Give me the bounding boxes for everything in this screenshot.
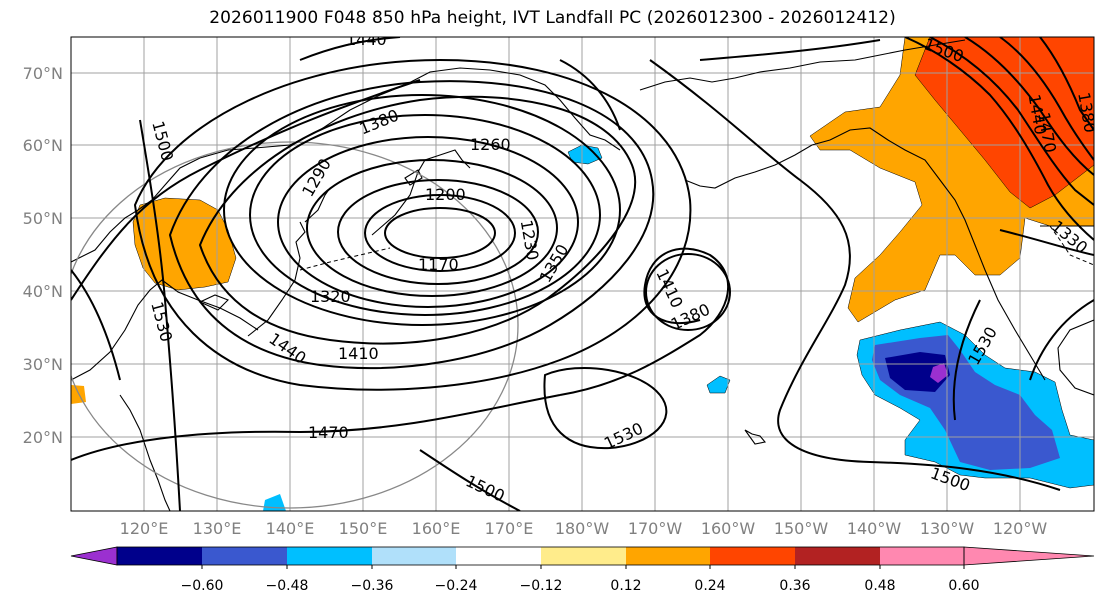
lon-label: 170°W [628,519,683,538]
colorbar-high-extension [963,546,1095,566]
contour-label: 1170 [418,255,459,274]
colorbar-tick-label: 0.60 [948,578,979,594]
colorbar: −0.60 −0.48 −0.36 −0.24 −0.12 0.12 0.24 … [70,546,1095,594]
lon-label: 180°W [555,519,610,538]
map-frame [70,36,1095,512]
lat-label: 50°N [23,209,63,228]
contour-label: 1260 [470,135,511,154]
colorbar-box [287,547,372,565]
colorbar-box [541,547,626,565]
purple-core [930,363,948,383]
colorbar-tick-label: −0.12 [520,578,563,594]
boundary-lines [299,225,1094,271]
colorbar-low-extension [70,546,118,566]
height-contours [71,37,1094,511]
lon-label: 140°W [847,519,902,538]
lat-label: 60°N [23,136,63,155]
contour-label: 1200 [425,185,466,204]
colorbar-tick-label: −0.48 [266,578,309,594]
lon-label: 170°E [485,519,534,538]
lat-label: 30°N [23,355,63,374]
lon-label: 140°E [266,519,315,538]
colorbar-box [117,547,202,565]
lon-label: 130°E [193,519,242,538]
colorbar-box [710,547,795,565]
colorbar-tick-label: 0.12 [610,578,641,594]
colorbar-box [880,547,964,565]
colorbar-box [456,547,541,565]
colorbar-box [202,547,287,565]
colorbar-box [626,547,710,565]
radius-circle [71,141,519,509]
graticule [71,37,1094,511]
contour-label: 1440 [346,30,387,49]
coastlines [71,39,1094,511]
colorbar-tick-label: 0.24 [694,578,725,594]
lat-label: 40°N [23,282,63,301]
colorbar-tick-label: 0.36 [779,578,810,594]
map-panel: 1440 1500 1380 1260 1290 1200 1170 1230 … [71,30,1094,511]
colorbar-box [795,547,880,565]
longitude-axis: 120°E 130°E 140°E 150°E 160°E 170°E 180°… [120,519,1048,538]
colorbar-tick-label: 0.48 [864,578,895,594]
lon-label: 130°W [920,519,975,538]
lon-label: 120°W [993,519,1048,538]
colorbar-tick-label: −0.60 [181,578,224,594]
colorbar-tick-label: −0.36 [351,578,394,594]
colorbar-box [372,547,456,565]
lon-label: 120°E [120,519,169,538]
blue-dark-core [885,352,950,392]
lon-label: 150°E [339,519,388,538]
latitude-axis: 70°N 60°N 50°N 40°N 30°N 20°N [23,64,63,447]
colorbar-tick-label: −0.24 [435,578,478,594]
lat-label: 20°N [23,428,63,447]
lon-label: 160°E [412,519,461,538]
lat-label: 70°N [23,64,63,83]
colorbar-ticks [201,565,965,569]
contour-label: 1410 [338,344,379,363]
contour-label: 1320 [310,287,351,306]
lon-label: 150°W [774,519,829,538]
red-area-northeast [914,37,1094,209]
contour-label: 1470 [308,423,349,442]
lon-label: 160°W [701,519,756,538]
map-title: 2026011900 F048 850 hPa height, IVT Land… [209,8,896,28]
